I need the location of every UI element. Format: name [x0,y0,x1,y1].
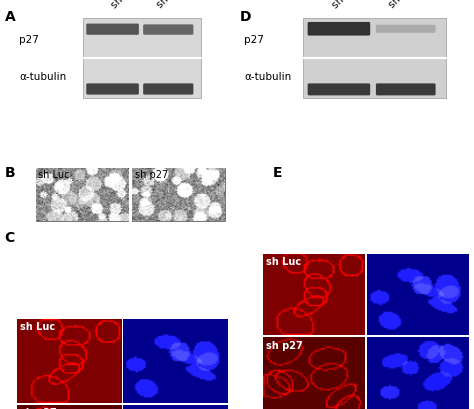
Text: sh p27: sh p27 [135,170,168,180]
Text: sh p27: sh p27 [266,341,303,351]
Bar [303,18,446,98]
Text: sh Luc: sh Luc [38,170,70,180]
Text: sh Luc: sh Luc [20,322,55,333]
Bar [36,168,128,221]
Text: sh Luc: sh Luc [109,0,140,10]
Text: E: E [273,166,282,180]
Text: α-tubulin: α-tubulin [244,72,292,82]
FancyBboxPatch shape [376,83,436,95]
Text: sh p27: sh p27 [387,0,419,10]
FancyBboxPatch shape [376,25,436,33]
Text: sh Luc: sh Luc [330,0,361,10]
Text: α-tubulin: α-tubulin [19,72,66,82]
Text: sh p27: sh p27 [155,0,187,10]
FancyBboxPatch shape [308,83,370,95]
FancyBboxPatch shape [308,22,370,36]
Text: D: D [239,10,251,24]
FancyBboxPatch shape [143,25,193,35]
Text: p27: p27 [244,35,264,45]
Text: C: C [5,231,15,245]
Text: sh p27: sh p27 [20,408,56,409]
Text: B: B [5,166,15,180]
Text: p27: p27 [19,35,39,45]
Bar [132,168,225,221]
FancyBboxPatch shape [86,24,139,35]
FancyBboxPatch shape [86,83,139,94]
Bar [83,18,201,98]
Text: A: A [5,10,16,24]
FancyBboxPatch shape [143,83,193,94]
Text: sh Luc: sh Luc [266,257,301,267]
